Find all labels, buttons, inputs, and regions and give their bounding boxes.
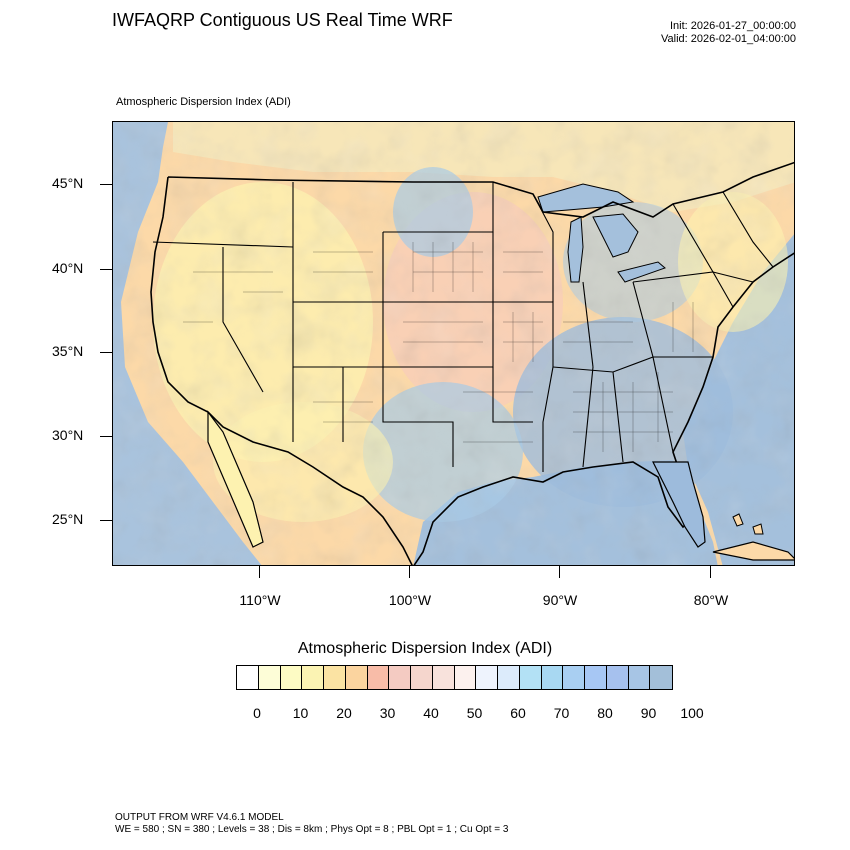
colorbar-swatch <box>519 666 542 689</box>
lat-tick <box>100 184 112 185</box>
colorbar-swatch <box>258 666 281 689</box>
colorbar-swatch <box>585 666 607 689</box>
colorbar-label: 20 <box>336 705 352 721</box>
colorbar-label: 30 <box>379 705 396 721</box>
colorbar-swatch <box>367 666 390 689</box>
init-time: Init: 2026-01-27_00:00:00 <box>670 20 796 32</box>
lake-erie <box>617 261 666 283</box>
lon-label-100w: 100°W <box>388 592 432 608</box>
lat-label-30n: 30°N <box>52 427 84 443</box>
lat-label-45n: 45°N <box>52 175 84 191</box>
valid-time: Valid: 2026-02-01_04:00:00 <box>661 33 796 45</box>
colorbar-swatch <box>454 666 477 689</box>
colorbar-swatch <box>302 666 324 689</box>
field-subtitle: Atmospheric Dispersion Index (ADI) <box>116 96 291 108</box>
colorbar-swatch <box>541 666 564 689</box>
lat-tick <box>100 436 112 437</box>
lon-label-80w: 80°W <box>693 592 729 608</box>
colorbar-label: 100 <box>680 705 704 721</box>
model-info-line1: OUTPUT FROM WRF V4.6.1 MODEL <box>115 812 284 823</box>
lon-tick <box>559 566 560 578</box>
colorbar-label: 60 <box>510 705 526 721</box>
colorbar-swatch <box>324 666 346 689</box>
lon-label-90w: 90°W <box>542 592 578 608</box>
colorbar-swatch <box>237 666 259 689</box>
map-canvas <box>113 122 794 565</box>
map-title: IWFAQRP Contiguous US Real Time WRF <box>112 10 453 30</box>
colorbar-swatch <box>476 666 498 689</box>
lon-tick <box>409 566 410 578</box>
lat-label-40n: 40°N <box>52 260 84 276</box>
lat-label-35n: 35°N <box>52 343 84 359</box>
model-info-line2: WE = 580 ; SN = 380 ; Levels = 38 ; Dis … <box>115 824 509 835</box>
lon-tick <box>259 566 260 578</box>
colorbar-swatch <box>432 666 455 689</box>
lat-label-25n: 25°N <box>52 511 84 527</box>
colorbar-swatch <box>650 666 672 689</box>
colorbar-swatch <box>389 666 411 689</box>
florida-peninsula <box>652 461 706 548</box>
colorbar-label: 0 <box>253 705 261 721</box>
lat-tick <box>100 520 112 521</box>
baja-california <box>207 410 264 548</box>
colorbar-swatch <box>563 666 585 689</box>
lon-label-110w: 110°W <box>239 592 281 608</box>
colorbar-swatch <box>280 666 303 689</box>
colorbar-label: 70 <box>553 705 570 721</box>
colorbar-swatch <box>345 666 368 689</box>
colorbar-swatch <box>628 666 651 689</box>
colorbar-label: 90 <box>640 705 657 721</box>
colorbar-swatch <box>498 666 520 689</box>
lat-tick <box>100 269 112 270</box>
colorbar-label: 80 <box>597 705 613 721</box>
colorbar-title: Atmospheric Dispersion Index (ADI) <box>297 640 553 657</box>
colorbar-label: 10 <box>292 705 309 721</box>
county-boundaries <box>183 242 694 452</box>
lat-tick <box>100 352 112 353</box>
colorbar-swatch <box>606 666 629 689</box>
lake-huron <box>592 213 639 258</box>
colorbar-label: 40 <box>423 705 439 721</box>
colorbar-label: 50 <box>466 705 483 721</box>
colorbar <box>236 665 673 690</box>
colorbar-swatch <box>411 666 433 689</box>
cuba <box>712 541 794 561</box>
lon-tick <box>710 566 711 578</box>
bahamas <box>732 513 764 535</box>
map-panel[interactable] <box>112 121 795 566</box>
